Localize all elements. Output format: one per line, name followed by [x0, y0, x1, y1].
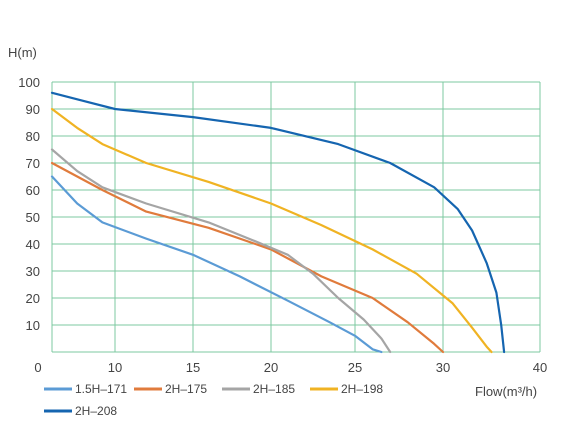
y-tick-label: 10 — [26, 318, 40, 333]
y-axis-label: H(m) — [8, 45, 37, 60]
legend: 1.5H–171 2H–175 2H–185 2H–198 2H–208 — [44, 382, 383, 418]
x-tick-label: 30 — [436, 360, 450, 375]
series-line — [50, 107, 493, 354]
x-tick-label: 20 — [264, 360, 278, 375]
y-tick-label: 60 — [26, 183, 40, 198]
x-tick-label: 15 — [186, 360, 200, 375]
x-axis-label: Flow(m³/h) — [475, 384, 537, 399]
y-tick-label: 70 — [26, 156, 40, 171]
legend-label: 2H–185 — [253, 382, 295, 396]
legend-label: 2H–198 — [341, 382, 383, 396]
x-tick-label: 40 — [533, 360, 547, 375]
y-tick-label: 90 — [26, 102, 40, 117]
x-tick-label: 10 — [108, 360, 122, 375]
y-tick-label: 80 — [26, 129, 40, 144]
y-tick-label: 40 — [26, 237, 40, 252]
series-line — [50, 91, 506, 354]
y-tick-labels: 10 20 30 40 50 60 70 80 90 100 — [18, 75, 40, 333]
series-line — [50, 161, 445, 354]
legend-label: 1.5H–171 — [75, 382, 127, 396]
series-lines — [50, 91, 506, 354]
y-tick-label: 50 — [26, 210, 40, 225]
y-tick-label: 20 — [26, 291, 40, 306]
y-tick-label: 30 — [26, 264, 40, 279]
x-tick-label: 25 — [348, 360, 362, 375]
legend-label: 2H–175 — [165, 382, 207, 396]
grid — [51, 81, 541, 353]
y-tick-label: 100 — [18, 75, 40, 90]
x-tick-labels: 0 10 15 20 25 30 40 — [34, 360, 547, 375]
legend-label: 2H–208 — [75, 404, 117, 418]
x-tick-label: 0 — [34, 360, 41, 375]
series-line — [50, 148, 392, 354]
series-line — [50, 175, 383, 354]
